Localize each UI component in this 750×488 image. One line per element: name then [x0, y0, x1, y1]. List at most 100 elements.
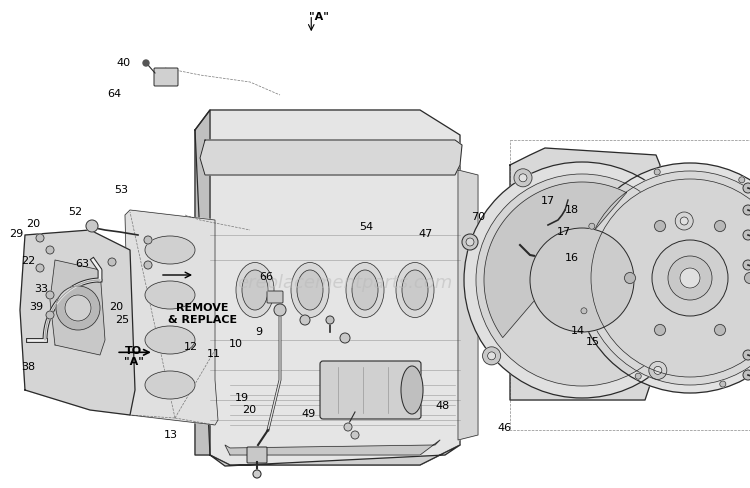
- Text: 13: 13: [164, 430, 178, 440]
- Polygon shape: [484, 182, 626, 338]
- Circle shape: [274, 304, 286, 316]
- Circle shape: [46, 311, 54, 319]
- Circle shape: [743, 260, 750, 270]
- Text: 47: 47: [419, 229, 433, 239]
- Ellipse shape: [145, 281, 195, 309]
- Polygon shape: [510, 148, 660, 400]
- Text: 25: 25: [116, 315, 129, 325]
- Text: 53: 53: [115, 185, 128, 195]
- Circle shape: [675, 212, 693, 230]
- Text: 12: 12: [184, 343, 198, 352]
- Text: 54: 54: [359, 222, 373, 232]
- Text: 52: 52: [68, 207, 82, 217]
- Circle shape: [739, 177, 745, 183]
- Text: 63: 63: [76, 260, 89, 269]
- Text: 48: 48: [435, 401, 450, 411]
- Circle shape: [720, 381, 726, 387]
- Circle shape: [514, 169, 532, 187]
- Ellipse shape: [145, 326, 195, 354]
- Polygon shape: [195, 110, 210, 455]
- Circle shape: [340, 333, 350, 343]
- Circle shape: [519, 174, 527, 182]
- Ellipse shape: [352, 270, 378, 310]
- Text: 39: 39: [29, 303, 43, 312]
- Circle shape: [482, 347, 500, 365]
- Ellipse shape: [402, 270, 428, 310]
- Circle shape: [464, 162, 700, 398]
- Circle shape: [743, 230, 750, 240]
- Text: 38: 38: [22, 362, 35, 372]
- Text: 29: 29: [9, 229, 24, 239]
- Ellipse shape: [145, 371, 195, 399]
- Text: 64: 64: [108, 89, 122, 99]
- Circle shape: [46, 291, 54, 299]
- Circle shape: [652, 240, 728, 316]
- Polygon shape: [225, 440, 440, 455]
- Circle shape: [583, 171, 750, 385]
- Circle shape: [680, 268, 700, 288]
- FancyBboxPatch shape: [267, 291, 283, 303]
- Text: 70: 70: [472, 212, 485, 222]
- Circle shape: [575, 163, 750, 393]
- Text: ereplacementparts.com: ereplacementparts.com: [237, 274, 452, 292]
- Circle shape: [56, 286, 100, 330]
- Circle shape: [108, 258, 116, 266]
- Ellipse shape: [242, 270, 268, 310]
- Polygon shape: [50, 260, 105, 355]
- Circle shape: [36, 264, 44, 272]
- Circle shape: [743, 370, 750, 380]
- Ellipse shape: [346, 263, 384, 318]
- Text: 22: 22: [21, 256, 34, 266]
- Text: 20: 20: [242, 405, 256, 415]
- Text: 66: 66: [260, 272, 273, 282]
- Text: 18: 18: [565, 205, 578, 215]
- Circle shape: [253, 470, 261, 478]
- Polygon shape: [458, 170, 478, 440]
- Circle shape: [654, 169, 660, 175]
- Circle shape: [655, 325, 665, 335]
- Polygon shape: [200, 140, 462, 175]
- Text: 17: 17: [557, 227, 571, 237]
- Circle shape: [743, 350, 750, 360]
- Polygon shape: [125, 210, 218, 425]
- Text: 16: 16: [565, 253, 578, 263]
- Circle shape: [715, 221, 725, 231]
- Text: 11: 11: [207, 349, 220, 359]
- Text: "A": "A": [124, 357, 143, 367]
- Circle shape: [530, 228, 634, 332]
- Polygon shape: [210, 445, 460, 466]
- FancyBboxPatch shape: [320, 361, 421, 419]
- Circle shape: [655, 221, 665, 231]
- Ellipse shape: [297, 270, 323, 310]
- Ellipse shape: [291, 263, 329, 318]
- Text: 20: 20: [26, 220, 40, 229]
- Circle shape: [344, 423, 352, 431]
- Text: 49: 49: [302, 409, 316, 419]
- Circle shape: [65, 295, 91, 321]
- Circle shape: [668, 256, 712, 300]
- Circle shape: [351, 431, 359, 439]
- Text: 46: 46: [497, 424, 511, 433]
- Text: 33: 33: [34, 284, 48, 294]
- Text: 10: 10: [230, 339, 243, 349]
- Text: 15: 15: [586, 337, 599, 346]
- Circle shape: [589, 223, 595, 229]
- Circle shape: [743, 205, 750, 215]
- Text: 19: 19: [235, 393, 248, 403]
- Circle shape: [715, 325, 725, 335]
- Circle shape: [36, 234, 44, 242]
- Ellipse shape: [145, 236, 195, 264]
- Text: & REPLACE: & REPLACE: [168, 315, 237, 325]
- Text: "A": "A": [309, 12, 328, 22]
- Circle shape: [143, 60, 149, 66]
- Text: 17: 17: [541, 196, 554, 206]
- Circle shape: [649, 362, 667, 379]
- Circle shape: [680, 217, 688, 225]
- Circle shape: [46, 246, 54, 254]
- Circle shape: [654, 366, 662, 374]
- Text: 20: 20: [110, 303, 123, 312]
- Circle shape: [144, 236, 152, 244]
- Circle shape: [300, 315, 310, 325]
- Text: REMOVE: REMOVE: [176, 304, 229, 313]
- Circle shape: [326, 316, 334, 324]
